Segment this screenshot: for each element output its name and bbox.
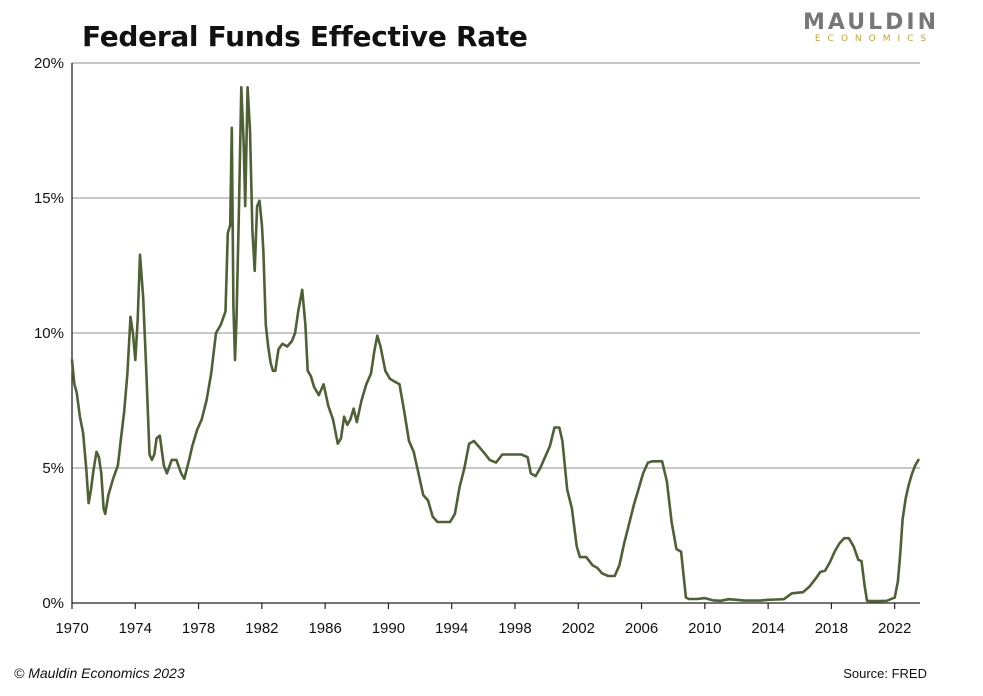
x-tick-label: 1986 — [308, 620, 341, 637]
x-tick-label: 1978 — [182, 620, 215, 637]
y-tick-label: 10% — [34, 325, 64, 342]
x-tick-label: 2014 — [751, 620, 784, 637]
y-tick-label: 15% — [34, 190, 64, 207]
x-tick-label: 2022 — [878, 620, 911, 637]
x-tick-label: 1974 — [119, 620, 152, 637]
x-tick-label: 2010 — [688, 620, 721, 637]
y-tick-label: 20% — [34, 55, 64, 72]
brand-name: MAULDIN — [803, 10, 939, 35]
x-tick-label: 1994 — [435, 620, 468, 637]
x-tick-label: 2002 — [562, 620, 595, 637]
brand-logo: MAULDIN ECONOMICS — [803, 12, 939, 45]
chart-title: Federal Funds Effective Rate — [82, 20, 528, 53]
x-tick-label: 1982 — [245, 620, 278, 637]
copyright-notice: © Mauldin Economics 2023 — [14, 665, 185, 681]
x-tick-label: 2006 — [625, 620, 658, 637]
source-note: Source: FRED — [843, 666, 927, 681]
y-tick-label: 0% — [42, 595, 64, 612]
x-tick-label: 1970 — [55, 620, 88, 637]
x-tick-label: 1990 — [372, 620, 405, 637]
brand-subtitle: ECONOMICS — [814, 34, 934, 44]
series-line-fed-funds-rate — [70, 86, 920, 603]
y-tick-label: 5% — [42, 460, 64, 477]
x-tick-label: 2018 — [815, 620, 848, 637]
x-tick-label: 1998 — [498, 620, 531, 637]
